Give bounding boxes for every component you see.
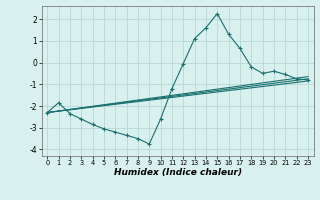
X-axis label: Humidex (Indice chaleur): Humidex (Indice chaleur) — [114, 168, 242, 177]
